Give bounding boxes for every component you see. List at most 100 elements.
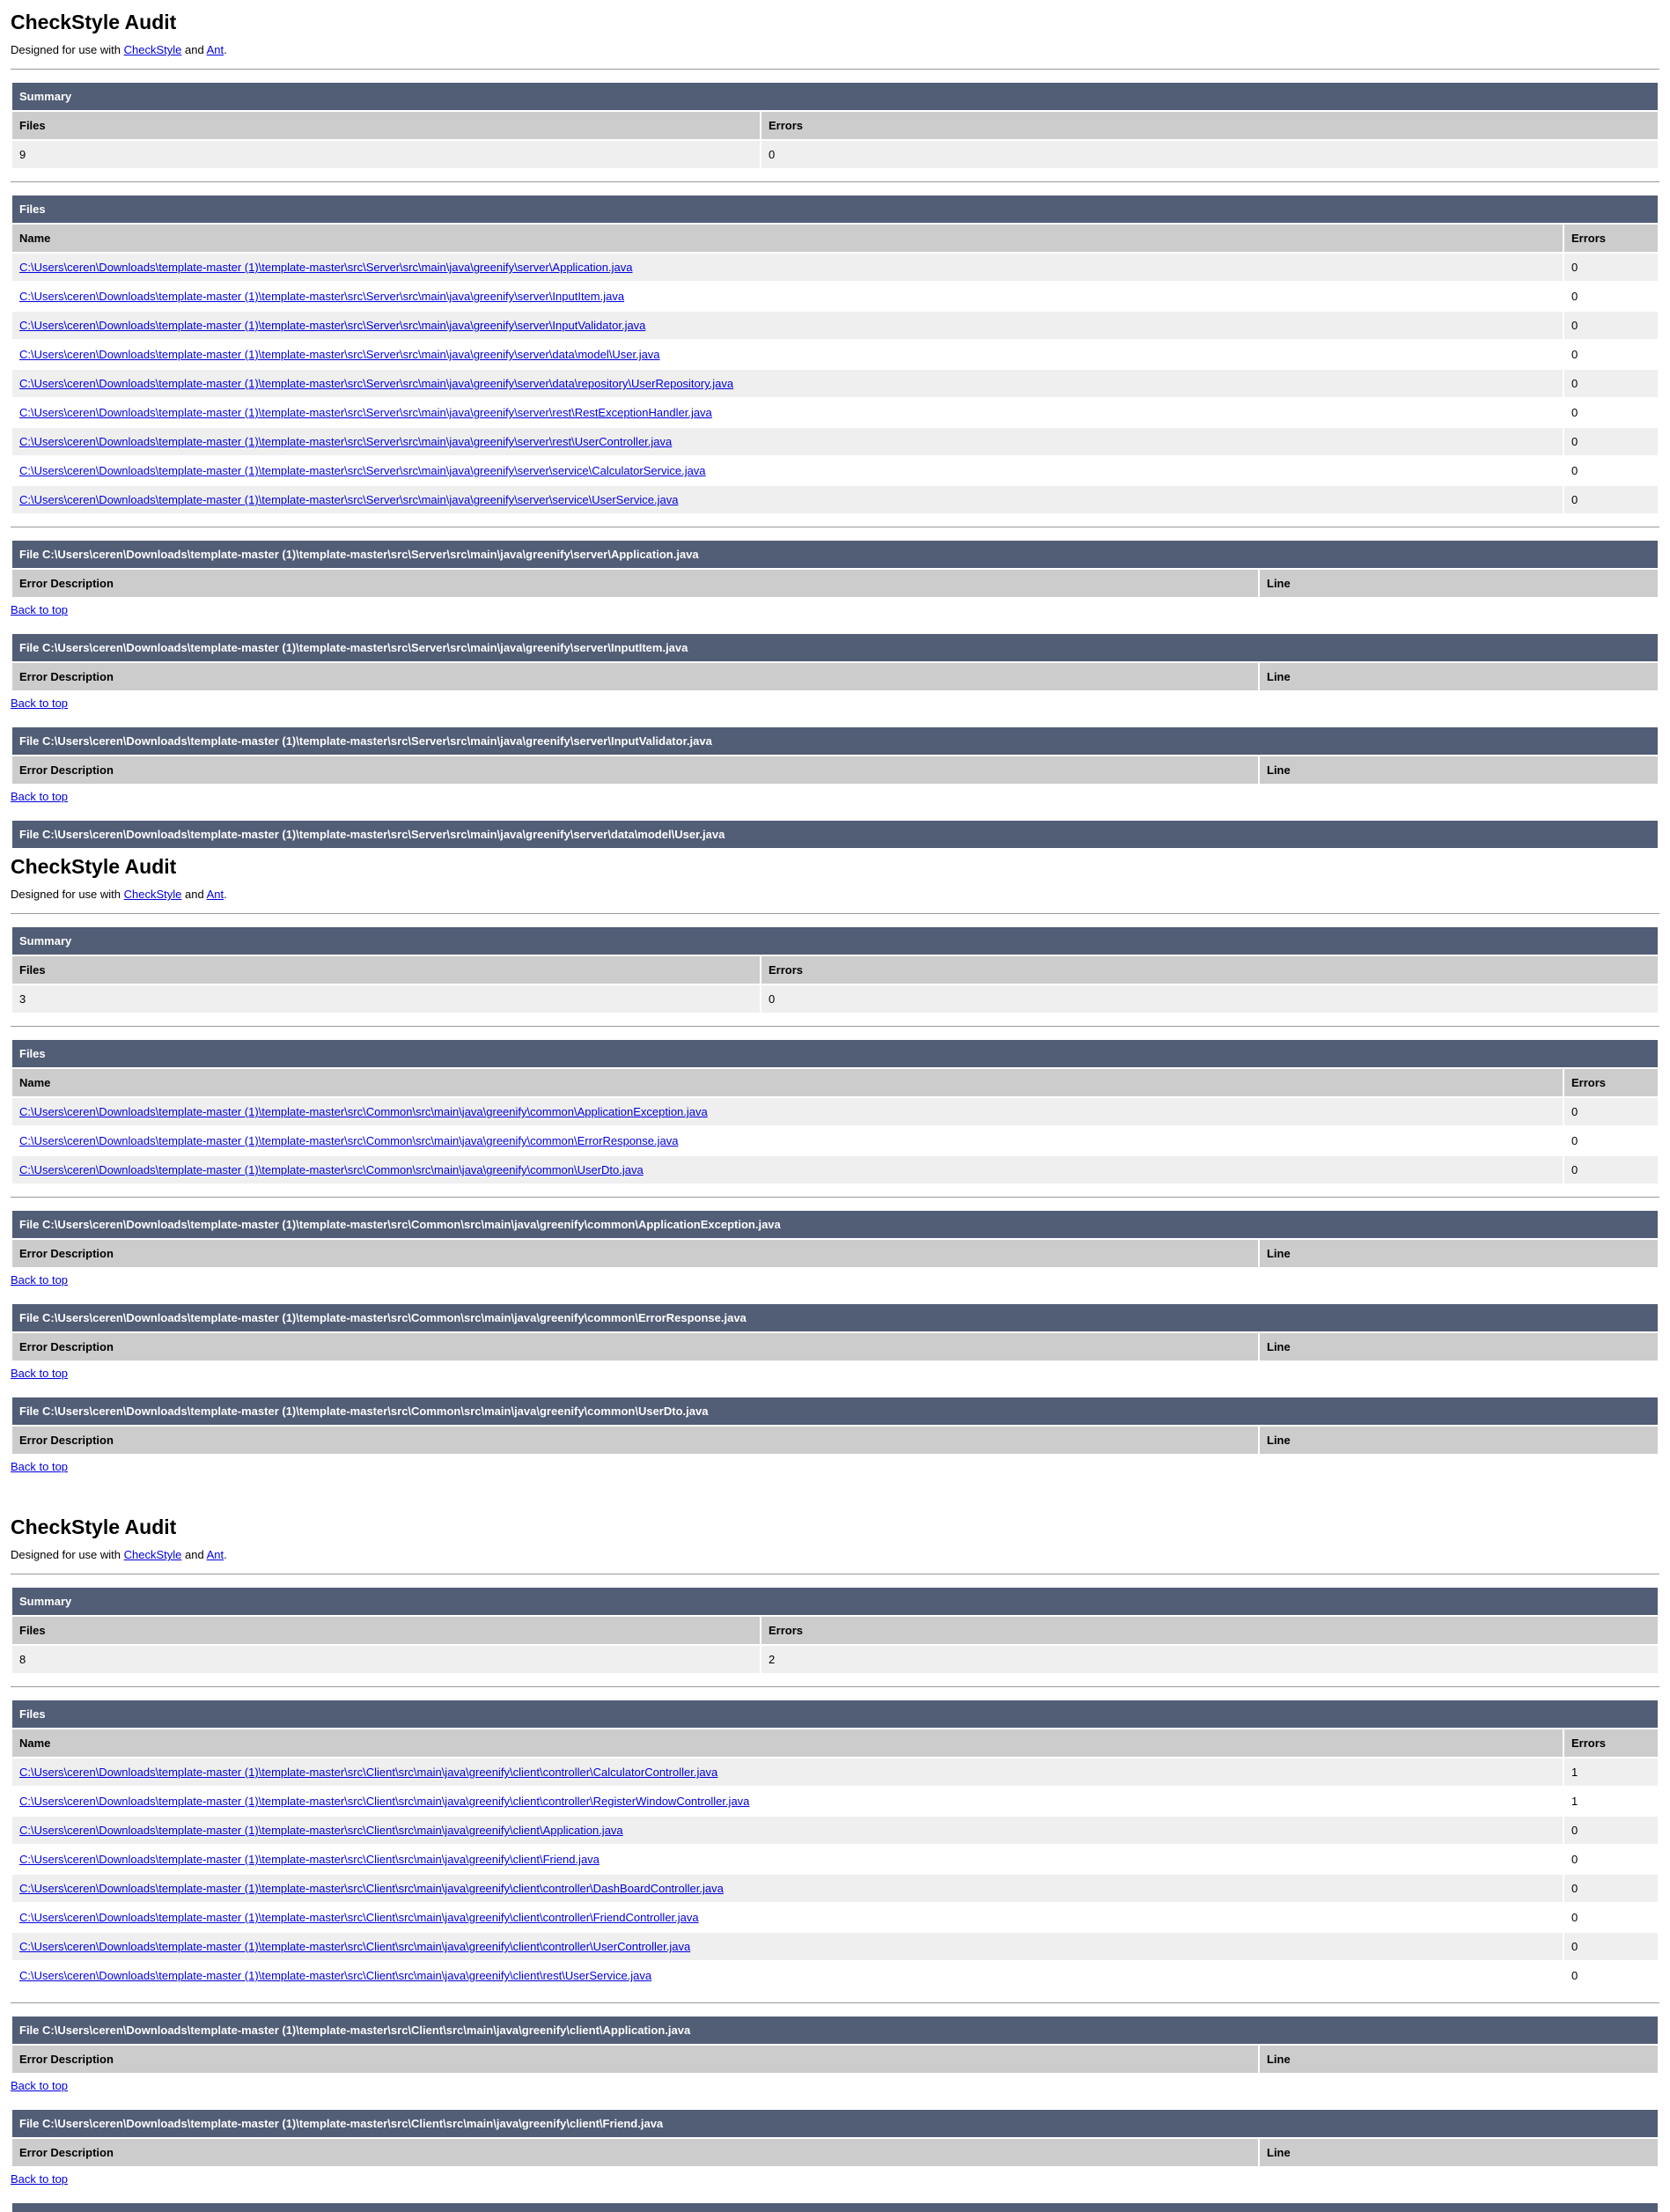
file-errors-count: 0 (1564, 1156, 1658, 1183)
page-title: CheckStyle Audit (11, 1515, 177, 1538)
file-link[interactable]: C:\Users\ceren\Downloads\template-master… (19, 1134, 679, 1147)
error-description-header: Error Description (12, 1240, 1258, 1267)
file-errors-count: 0 (1564, 428, 1658, 455)
file-section: File C:\Users\ceren\Downloads\template-m… (11, 539, 1659, 632)
designed-text: . (224, 1548, 227, 1561)
file-section-banner: File C:\Users\ceren\Downloads\template-m… (12, 634, 1658, 661)
back-to-top-link[interactable]: Back to top (11, 1273, 69, 1287)
files-table: Files Name Errors C:\Users\ceren\Downloads\… (11, 1038, 1659, 1185)
line-header: Line (1259, 1240, 1658, 1267)
file-errors-count: 0 (1564, 1817, 1658, 1844)
name-column-header: Name (12, 1729, 1563, 1757)
file-link[interactable]: C:\Users\ceren\Downloads\template-master… (19, 435, 673, 448)
errors-column-header: Errors (1564, 1729, 1658, 1757)
file-link[interactable]: C:\Users\ceren\Downloads\template-master… (19, 1911, 699, 1924)
file-link[interactable]: C:\Users\ceren\Downloads\template-master… (19, 1940, 691, 1953)
errors-count-header: Errors (761, 1617, 1658, 1644)
file-link[interactable]: C:\Users\ceren\Downloads\template-master… (19, 290, 625, 303)
file-errors-count: 0 (1564, 283, 1658, 310)
files-count-header: Files (12, 1617, 760, 1644)
file-section: File C:\Users\ceren\Downloads\template-m… (11, 819, 1659, 850)
file-section: File C:\Users\ceren\Downloads\template-m… (11, 1396, 1659, 1489)
divider (11, 181, 1659, 182)
name-column-header: Name (12, 225, 1563, 252)
table-row: C:\Users\ceren\Downloads\template-master… (12, 1817, 1658, 1844)
file-link[interactable]: C:\Users\ceren\Downloads\template-master… (19, 406, 712, 419)
file-link[interactable]: C:\Users\ceren\Downloads\template-master… (19, 1824, 623, 1837)
designed-note: Designed for use with CheckStyle and Ant… (11, 1548, 1659, 1561)
designed-text: . (224, 888, 227, 901)
file-section-table: File C:\Users\ceren\Downloads\template-m… (11, 632, 1659, 692)
file-link[interactable]: C:\Users\ceren\Downloads\template-master… (19, 1105, 708, 1118)
designed-text: . (224, 43, 227, 56)
file-link[interactable]: C:\Users\ceren\Downloads\template-master… (19, 1795, 750, 1808)
back-to-top-link[interactable]: Back to top (11, 603, 69, 616)
report: CheckStyle Audit Designed for use with Ch… (11, 855, 1659, 1489)
table-row: C:\Users\ceren\Downloads\template-master… (12, 1127, 1658, 1154)
checkstyle-link[interactable]: CheckStyle (123, 43, 182, 56)
file-errors-count: 0 (1564, 254, 1658, 281)
back-to-top-link[interactable]: Back to top (11, 697, 69, 710)
page-title: CheckStyle Audit (11, 855, 177, 878)
file-link[interactable]: C:\Users\ceren\Downloads\template-master… (19, 1882, 724, 1895)
ant-link[interactable]: Ant (206, 888, 224, 901)
error-description-header: Error Description (12, 663, 1258, 690)
back-to-top-link[interactable]: Back to top (11, 2079, 69, 2092)
file-section: File C:\Users\ceren\Downloads\template-m… (11, 2201, 1659, 2212)
error-description-header: Error Description (12, 570, 1258, 597)
file-link[interactable]: C:\Users\ceren\Downloads\template-master… (19, 348, 660, 361)
divider (11, 69, 1659, 70)
file-errors-count: 0 (1564, 1846, 1658, 1873)
file-link[interactable]: C:\Users\ceren\Downloads\template-master… (19, 464, 706, 477)
table-row: C:\Users\ceren\Downloads\template-master… (12, 428, 1658, 455)
table-row: C:\Users\ceren\Downloads\template-master… (12, 1098, 1658, 1125)
file-errors-count: 0 (1564, 1962, 1658, 1989)
files-count-header: Files (12, 956, 760, 984)
table-row: C:\Users\ceren\Downloads\template-master… (12, 457, 1658, 484)
file-section-table: File C:\Users\ceren\Downloads\template-m… (11, 1396, 1659, 1456)
back-to-top-link[interactable]: Back to top (11, 790, 69, 803)
back-to-top-link[interactable]: Back to top (11, 2172, 69, 2186)
table-row: C:\Users\ceren\Downloads\template-master… (12, 341, 1658, 368)
file-errors-count: 0 (1564, 486, 1658, 513)
line-header: Line (1260, 1333, 1658, 1360)
back-to-top-link[interactable]: Back to top (11, 1367, 69, 1380)
checkstyle-link[interactable]: CheckStyle (123, 888, 182, 901)
file-section-banner: File C:\Users\ceren\Downloads\template-m… (12, 2110, 1658, 2137)
files-banner: Files (12, 195, 1658, 223)
file-link[interactable]: C:\Users\ceren\Downloads\template-master… (19, 1766, 718, 1779)
file-section: File C:\Users\ceren\Downloads\template-m… (11, 1209, 1659, 1302)
file-section-banner: File C:\Users\ceren\Downloads\template-m… (12, 2203, 1658, 2212)
summary-banner: Summary (12, 83, 1658, 110)
checkstyle-link[interactable]: CheckStyle (123, 1548, 182, 1561)
file-link[interactable]: C:\Users\ceren\Downloads\template-master… (19, 493, 679, 506)
file-section-table: File C:\Users\ceren\Downloads\template-m… (11, 819, 1659, 850)
file-section-table: File C:\Users\ceren\Downloads\template-m… (11, 726, 1659, 785)
file-link[interactable]: C:\Users\ceren\Downloads\template-master… (19, 1163, 644, 1176)
table-row: C:\Users\ceren\Downloads\template-master… (12, 486, 1658, 513)
designed-text: Designed for use with (11, 1548, 124, 1561)
file-link[interactable]: C:\Users\ceren\Downloads\template-master… (19, 261, 633, 274)
file-link[interactable]: C:\Users\ceren\Downloads\template-master… (19, 377, 734, 390)
files-table: Files Name Errors C:\Users\ceren\Downloads\… (11, 1699, 1659, 1991)
designed-text: Designed for use with (11, 888, 124, 901)
ant-link[interactable]: Ant (206, 43, 224, 56)
file-link[interactable]: C:\Users\ceren\Downloads\template-master… (19, 1853, 600, 1866)
file-section-table: File C:\Users\ceren\Downloads\template-m… (11, 2015, 1659, 2075)
designed-note: Designed for use with CheckStyle and Ant… (11, 888, 1659, 901)
file-errors-count: 0 (1564, 312, 1658, 339)
file-link[interactable]: C:\Users\ceren\Downloads\template-master… (19, 1969, 652, 1982)
file-section: File C:\Users\ceren\Downloads\template-m… (11, 726, 1659, 819)
line-header: Line (1260, 570, 1658, 597)
file-errors-count: 1 (1564, 1759, 1658, 1786)
file-errors-count: 0 (1564, 1933, 1658, 1960)
file-errors-count: 1 (1564, 1788, 1658, 1815)
back-to-top-link[interactable]: Back to top (11, 1460, 69, 1473)
file-section-banner: File C:\Users\ceren\Downloads\template-m… (12, 541, 1658, 568)
ant-link[interactable]: Ant (206, 1548, 224, 1561)
file-section-banner: File C:\Users\ceren\Downloads\template-m… (12, 1397, 1658, 1425)
table-row: C:\Users\ceren\Downloads\template-master… (12, 1962, 1658, 1989)
file-link[interactable]: C:\Users\ceren\Downloads\template-master… (19, 319, 646, 332)
file-errors-count: 0 (1564, 1875, 1658, 1902)
